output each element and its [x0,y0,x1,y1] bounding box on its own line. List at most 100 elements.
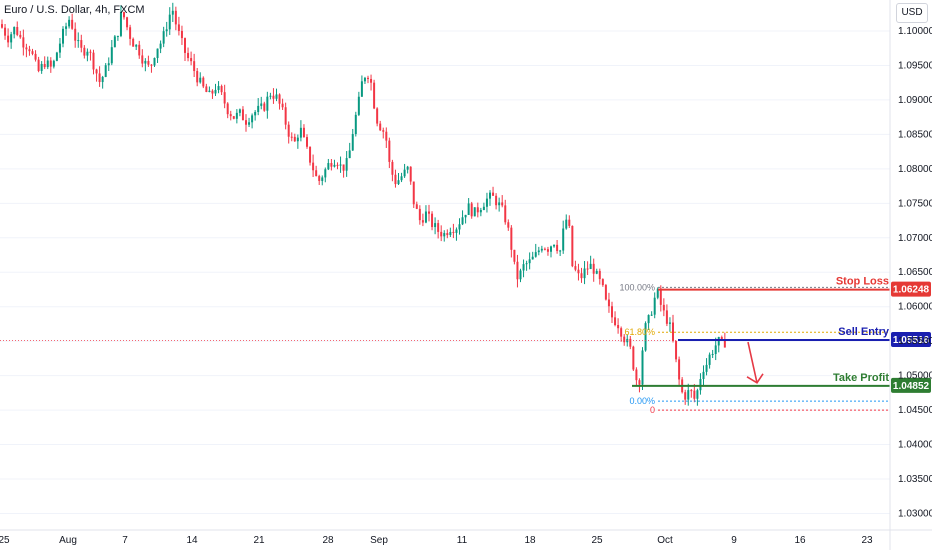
candle-body [656,288,659,298]
candle-body [553,244,556,247]
candle-body [315,170,318,177]
candle-body [141,55,144,64]
x-tick-label: 25 [591,535,603,546]
candle-body [397,180,400,185]
stop-loss-tag [891,281,931,297]
candle-body [13,27,16,35]
candle-body [101,76,104,83]
candle-body [665,310,668,324]
candle-body [40,63,43,71]
candle-body [284,107,287,125]
candle-body [254,111,257,116]
candle-body [607,299,610,307]
candle-body [717,337,720,346]
candle-body [437,223,440,232]
candle-body [385,131,388,141]
candle-body [546,249,549,252]
candle-body [678,359,681,380]
candle-body [135,44,138,47]
candle-body [345,158,348,171]
down-arrow-shaft [747,341,758,383]
currency-button[interactable]: USD [896,3,928,23]
candle-body [482,206,485,210]
candle-body [205,86,208,92]
candle-body [470,203,473,217]
x-axis: 25 Aug 7 14 21 28 Sep 11 18 25 Oct 9 16 23 [0,535,873,546]
candle-body [1,24,3,28]
candle-body [556,244,559,252]
candle-body [330,163,333,167]
stop-loss-tag-text: 1.06248 [893,285,930,296]
candle-body [171,10,174,15]
stop-loss-label: Stop Loss [836,276,889,288]
candle-body [373,82,376,109]
candle-body [662,304,665,311]
candle-body [434,223,437,228]
sell-entry-tag [891,332,931,348]
candle-body [275,94,278,99]
candle-body [296,137,299,142]
candle-body [644,323,647,351]
candle-body [302,127,305,138]
candle-body [321,177,324,181]
candle-body [650,314,653,316]
y-tick-label: 1.10000 [898,26,932,37]
candle-body [333,164,336,167]
candle-body [147,60,150,65]
sell-entry-tag-text: 1.05516 [893,335,930,346]
candle-body [641,350,644,385]
candle-body [104,65,107,77]
candle-body [119,12,122,36]
candle-body [632,346,635,370]
y-tick-label: 1.08500 [898,129,932,140]
candle-body [574,266,577,270]
candle-body [174,10,177,25]
candle-body [58,43,61,53]
candle-body [278,94,281,104]
candle-body [19,34,22,38]
candle-body [638,380,641,385]
candle-body [306,137,308,147]
x-tick-label: 23 [861,535,873,546]
candle-body [162,31,165,44]
candle-body [489,192,491,199]
candle-body [22,37,25,48]
candle-body [473,207,476,217]
candle-body [565,219,568,229]
y-tick-label: 1.06500 [898,267,932,278]
candle-body [394,174,397,185]
candle-body [293,136,296,142]
candle-body [299,127,302,138]
y-tick-label: 1.05000 [898,371,932,382]
down-arrow-head [746,373,764,384]
candle-body [458,224,461,230]
fib-label: 0 [650,405,655,415]
candle-body [31,51,34,54]
candle-body [711,353,714,355]
candle-body [168,14,171,30]
y-tick-label: 1.03000 [898,508,932,519]
candle-body [403,169,406,177]
candle-body [202,77,205,87]
x-tick-label: Sep [370,535,388,546]
x-tick-label: 16 [794,535,806,546]
candle-body [492,192,495,196]
candle-body [184,38,186,53]
candle-body [577,269,580,274]
candle-body [479,209,482,213]
candle-body [720,337,723,340]
candle-body [690,390,693,392]
take-profit-label: Take Profit [833,372,889,384]
candle-body [327,163,330,170]
candle-body [379,123,382,131]
candle-body [217,86,220,90]
candle-body [211,90,214,94]
candle-body [266,96,269,111]
candle-body [34,53,37,60]
candle-body [290,136,293,138]
candle-body [388,140,391,162]
candle-body [126,17,129,28]
candle-body [440,231,443,237]
candle-body [446,233,449,236]
